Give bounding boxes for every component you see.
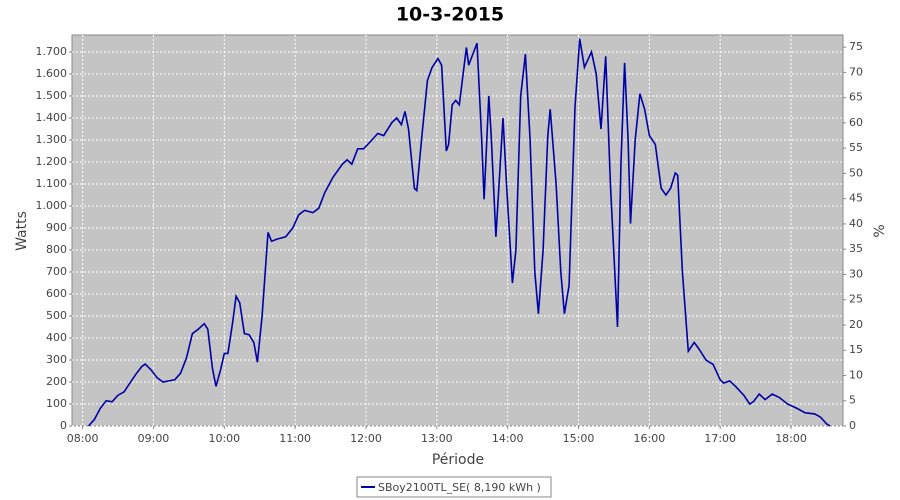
y-tick-label: 100 bbox=[46, 397, 67, 410]
x-tick-label: 18:00 bbox=[775, 432, 807, 445]
y2-tick-label: 5 bbox=[849, 394, 856, 407]
y2-tick-label: 75 bbox=[849, 40, 863, 53]
y-tick-label: 1.700 bbox=[36, 45, 68, 58]
y-tick-label: 1.000 bbox=[36, 199, 68, 212]
x-tick-label: 09:00 bbox=[138, 432, 170, 445]
y-tick-label: 1.500 bbox=[36, 89, 68, 102]
x-tick-label: 17:00 bbox=[704, 432, 736, 445]
y-tick-label: 300 bbox=[46, 353, 67, 366]
y2-tick-label: 65 bbox=[849, 91, 863, 104]
y2-tick-label: 55 bbox=[849, 141, 863, 154]
y-tick-label: 1.600 bbox=[36, 67, 68, 80]
y2-tick-label: 70 bbox=[849, 65, 863, 78]
x-tick-label: 11:00 bbox=[279, 432, 311, 445]
chart-title: 10-3-2015 bbox=[396, 4, 504, 26]
x-tick-label: 13:00 bbox=[421, 432, 453, 445]
x-tick-label: 16:00 bbox=[634, 432, 666, 445]
y-tick-label: 500 bbox=[46, 309, 67, 322]
y2-tick-label: 15 bbox=[849, 343, 863, 356]
series-line bbox=[87, 38, 831, 427]
y-tick-label: 0 bbox=[60, 419, 67, 432]
x-axis-label: Période bbox=[432, 452, 484, 468]
x-tick-label: 10:00 bbox=[208, 432, 240, 445]
y2-tick-label: 60 bbox=[849, 116, 863, 129]
y-tick-label: 1.300 bbox=[36, 133, 68, 146]
y-tick-label: 1.100 bbox=[36, 177, 68, 190]
y2-tick-label: 35 bbox=[849, 242, 863, 255]
y-tick-label: 700 bbox=[46, 265, 67, 278]
y-tick-label: 800 bbox=[46, 243, 67, 256]
y-tick-label: 1.200 bbox=[36, 155, 68, 168]
y2-tick-label: 45 bbox=[849, 192, 863, 205]
y2-axis-label: % bbox=[872, 224, 888, 237]
y2-tick-label: 20 bbox=[849, 318, 863, 331]
legend-box bbox=[356, 476, 552, 498]
y2-tick-label: 0 bbox=[849, 419, 856, 432]
y-tick-label: 1.400 bbox=[36, 111, 68, 124]
x-tick-label: 12:00 bbox=[350, 432, 382, 445]
y2-tick-label: 50 bbox=[849, 166, 863, 179]
y-tick-label: 400 bbox=[46, 331, 67, 344]
y2-tick-label: 10 bbox=[849, 368, 863, 381]
legend: SBoy2100TL_SE( 8,190 kWh ) bbox=[356, 476, 552, 498]
y-tick-label: 200 bbox=[46, 375, 67, 388]
plot-area bbox=[71, 34, 844, 427]
y2-tick-label: 40 bbox=[849, 217, 863, 230]
y-tick-label: 900 bbox=[46, 221, 67, 234]
x-tick-label: 15:00 bbox=[563, 432, 595, 445]
x-tick-label: 14:00 bbox=[492, 432, 524, 445]
x-tick-label: 08:00 bbox=[67, 432, 99, 445]
y-axis-label: Watts bbox=[14, 211, 30, 251]
y2-tick-label: 25 bbox=[849, 293, 863, 306]
y2-tick-label: 30 bbox=[849, 267, 863, 280]
y-tick-label: 600 bbox=[46, 287, 67, 300]
legend-label: SBoy2100TL_SE( 8,190 kWh ) bbox=[378, 481, 541, 494]
